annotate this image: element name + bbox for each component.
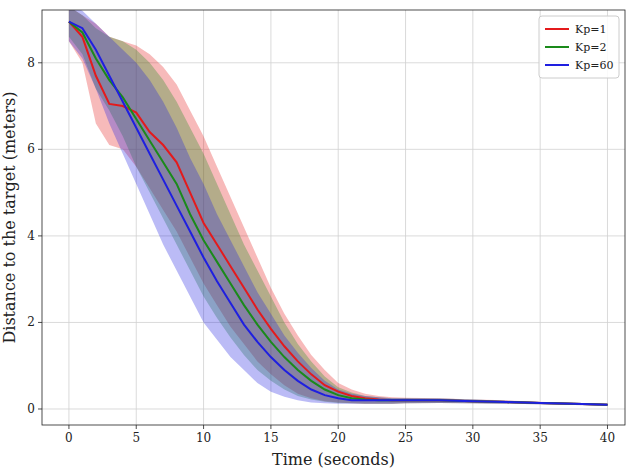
tick-label: 10 xyxy=(196,431,211,445)
legend: Kp=1 Kp=2 Kp=60 xyxy=(539,16,619,78)
tick-label: 8 xyxy=(27,56,35,70)
tick xyxy=(540,425,541,429)
tick xyxy=(136,425,137,429)
plot-area xyxy=(69,10,608,406)
legend-swatch xyxy=(545,64,569,66)
line xyxy=(69,22,608,405)
tick xyxy=(472,425,473,429)
tick-label: 15 xyxy=(263,431,278,445)
band xyxy=(69,10,608,406)
legend-swatch xyxy=(545,46,569,48)
tick-label: 25 xyxy=(398,431,413,445)
line xyxy=(69,22,608,405)
tick xyxy=(338,425,339,429)
grid-line xyxy=(405,10,406,425)
tick xyxy=(38,322,42,323)
tick-label: 35 xyxy=(533,431,548,445)
axis-label: Distance to the target (meters) xyxy=(0,91,19,343)
tick xyxy=(405,425,406,429)
tick xyxy=(38,62,42,63)
tick-label: 4 xyxy=(27,229,35,243)
tick xyxy=(203,425,204,429)
legend-label: Kp=60 xyxy=(575,59,613,72)
tick xyxy=(38,408,42,409)
tick xyxy=(270,425,271,429)
tick-label: 40 xyxy=(600,431,615,445)
axis-label: Time (seconds) xyxy=(272,450,395,469)
legend-swatch xyxy=(545,28,569,30)
tick xyxy=(38,149,42,150)
tick-label: 20 xyxy=(331,431,346,445)
tick xyxy=(68,425,69,429)
grid-line xyxy=(42,235,625,236)
chart: 0 5 10 15 20 25 30 35 40 0 2 4 6 8 Time (seconds) Dista… xyxy=(0,0,640,471)
legend-box xyxy=(539,16,619,78)
frame xyxy=(42,10,625,425)
tick xyxy=(38,235,42,236)
axes: 0 5 10 15 20 25 30 35 40 0 2 4 6 8 xyxy=(27,56,615,445)
grid-line xyxy=(42,322,625,323)
grid-line xyxy=(472,10,473,425)
tick-label: 30 xyxy=(465,431,480,445)
grid-line xyxy=(68,10,69,425)
tick-label: 0 xyxy=(65,431,73,445)
tick-label: 2 xyxy=(27,315,35,329)
grid-line xyxy=(42,408,625,409)
legend-label: Kp=2 xyxy=(575,41,606,54)
tick xyxy=(607,425,608,429)
tick-label: 0 xyxy=(27,402,35,416)
grid-line xyxy=(338,10,339,425)
tick-label: 5 xyxy=(132,431,140,445)
legend-label: Kp=1 xyxy=(575,23,606,36)
line xyxy=(69,22,608,405)
tick-label: 6 xyxy=(27,142,35,156)
